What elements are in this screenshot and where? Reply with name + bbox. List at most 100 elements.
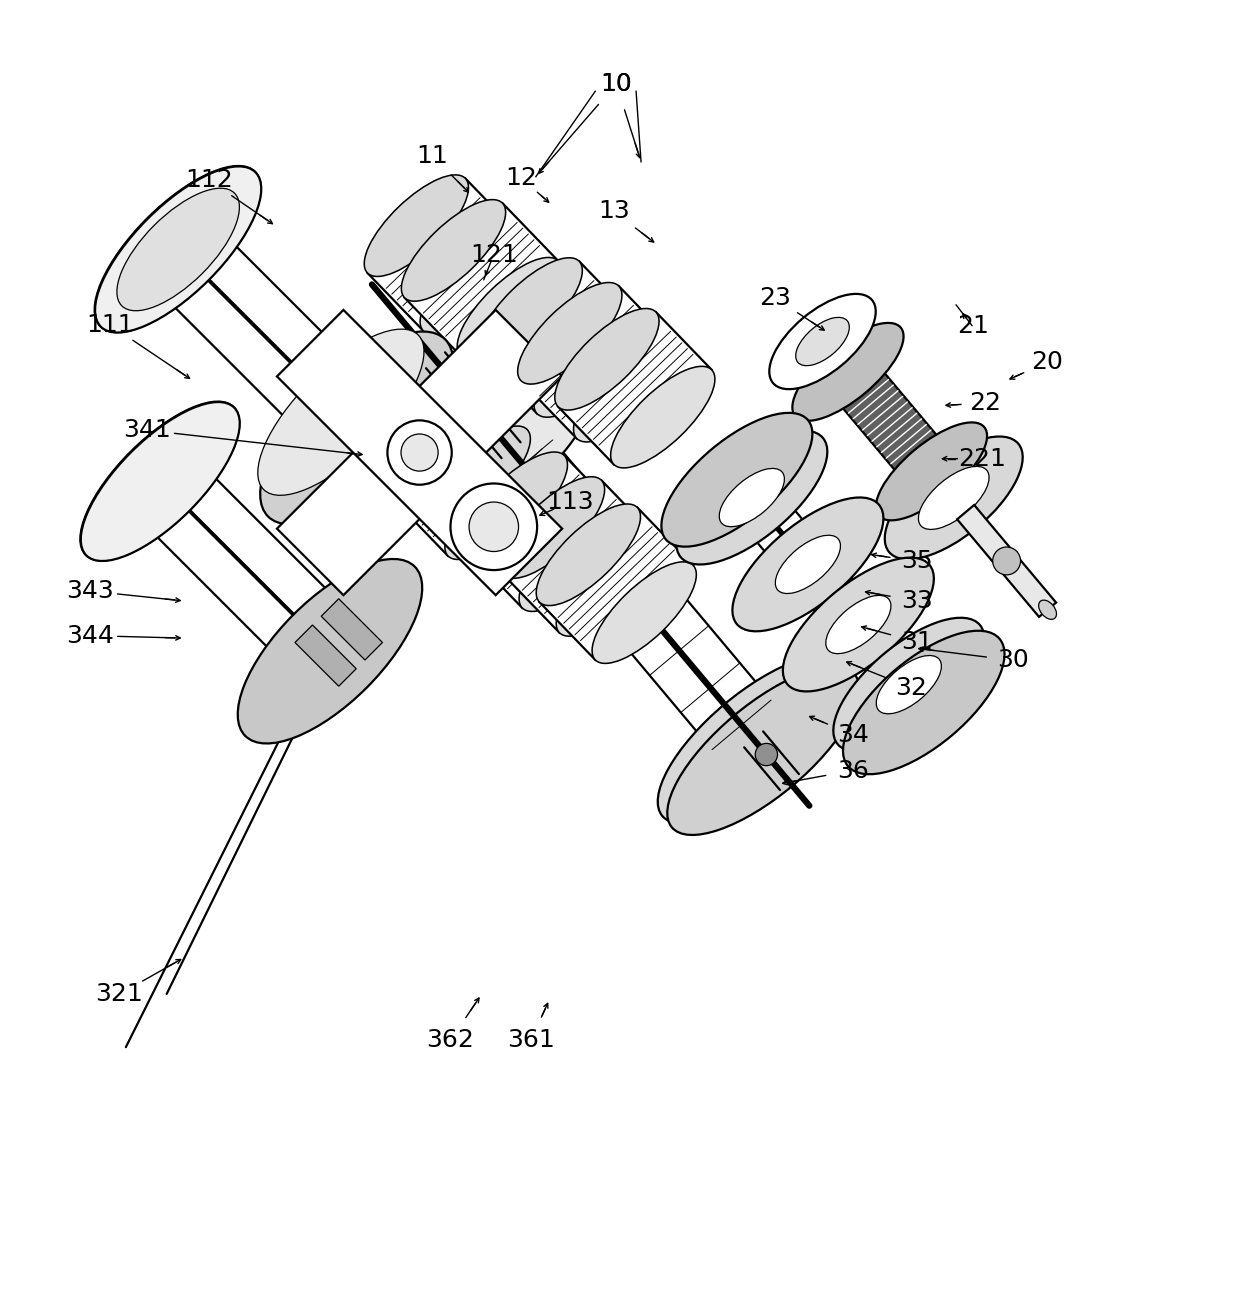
Text: 34: 34 xyxy=(837,722,868,747)
Text: 112: 112 xyxy=(185,168,233,193)
Ellipse shape xyxy=(250,572,410,731)
Ellipse shape xyxy=(733,497,883,631)
Polygon shape xyxy=(718,464,942,718)
Ellipse shape xyxy=(389,399,494,502)
Ellipse shape xyxy=(81,402,239,561)
Polygon shape xyxy=(367,178,521,330)
Ellipse shape xyxy=(1039,600,1056,619)
Ellipse shape xyxy=(260,332,453,524)
Ellipse shape xyxy=(458,258,562,359)
Polygon shape xyxy=(295,624,356,686)
Ellipse shape xyxy=(574,341,678,442)
Polygon shape xyxy=(277,310,562,595)
Ellipse shape xyxy=(387,420,451,485)
Ellipse shape xyxy=(450,484,537,570)
Ellipse shape xyxy=(877,656,941,714)
Polygon shape xyxy=(957,505,1056,617)
Ellipse shape xyxy=(464,451,568,554)
Ellipse shape xyxy=(554,308,658,410)
Polygon shape xyxy=(481,425,784,764)
Polygon shape xyxy=(392,403,546,556)
Polygon shape xyxy=(321,598,382,660)
Text: 20: 20 xyxy=(1030,350,1063,375)
Ellipse shape xyxy=(792,323,904,420)
Ellipse shape xyxy=(591,562,697,664)
Ellipse shape xyxy=(94,167,260,332)
Ellipse shape xyxy=(427,425,531,528)
Polygon shape xyxy=(148,219,388,459)
Text: 21: 21 xyxy=(957,315,988,338)
Ellipse shape xyxy=(875,423,987,520)
Text: 111: 111 xyxy=(87,314,134,337)
Text: 11: 11 xyxy=(417,143,448,168)
Ellipse shape xyxy=(676,431,827,565)
Text: 23: 23 xyxy=(759,286,791,310)
Text: 30: 30 xyxy=(997,648,1029,673)
Ellipse shape xyxy=(274,345,440,511)
Text: 221: 221 xyxy=(959,446,1007,471)
Ellipse shape xyxy=(81,402,239,561)
Ellipse shape xyxy=(420,233,525,334)
Ellipse shape xyxy=(520,510,624,611)
Ellipse shape xyxy=(482,484,587,585)
Ellipse shape xyxy=(557,535,661,636)
Text: 13: 13 xyxy=(598,199,630,224)
Ellipse shape xyxy=(500,476,605,579)
Polygon shape xyxy=(466,455,620,608)
Ellipse shape xyxy=(755,743,777,766)
Ellipse shape xyxy=(479,258,583,359)
Polygon shape xyxy=(521,286,675,438)
Text: 33: 33 xyxy=(901,589,932,613)
Ellipse shape xyxy=(469,502,518,552)
Ellipse shape xyxy=(826,596,892,653)
Text: 121: 121 xyxy=(470,242,517,267)
Text: 113: 113 xyxy=(547,490,594,514)
Ellipse shape xyxy=(661,412,812,546)
Ellipse shape xyxy=(401,435,438,471)
Text: 31: 31 xyxy=(901,630,932,654)
Ellipse shape xyxy=(667,666,859,835)
Polygon shape xyxy=(481,262,635,414)
Ellipse shape xyxy=(258,329,424,496)
Ellipse shape xyxy=(993,546,1021,575)
Text: 12: 12 xyxy=(505,167,537,190)
Ellipse shape xyxy=(775,535,841,593)
Polygon shape xyxy=(827,354,952,489)
Text: 341: 341 xyxy=(124,419,171,442)
Text: 32: 32 xyxy=(895,675,926,700)
Ellipse shape xyxy=(402,199,506,302)
Ellipse shape xyxy=(769,294,875,389)
Ellipse shape xyxy=(657,656,849,824)
Ellipse shape xyxy=(796,317,849,366)
Polygon shape xyxy=(539,507,693,660)
Ellipse shape xyxy=(517,282,622,384)
Text: 344: 344 xyxy=(67,623,114,648)
Text: 10: 10 xyxy=(600,72,632,96)
Ellipse shape xyxy=(782,558,934,691)
Ellipse shape xyxy=(675,670,832,809)
Ellipse shape xyxy=(843,631,1004,774)
Ellipse shape xyxy=(95,167,262,333)
Ellipse shape xyxy=(610,367,715,468)
Ellipse shape xyxy=(238,559,423,743)
Text: 343: 343 xyxy=(67,579,114,604)
Text: 362: 362 xyxy=(427,1028,475,1053)
Ellipse shape xyxy=(536,503,641,605)
Text: 10: 10 xyxy=(600,72,632,96)
Ellipse shape xyxy=(534,316,639,418)
Polygon shape xyxy=(558,312,712,464)
Polygon shape xyxy=(130,451,360,680)
Ellipse shape xyxy=(365,174,469,276)
Text: 35: 35 xyxy=(901,549,932,574)
Ellipse shape xyxy=(433,381,590,519)
Polygon shape xyxy=(277,310,562,595)
Polygon shape xyxy=(404,203,558,355)
Ellipse shape xyxy=(117,189,239,311)
Polygon shape xyxy=(503,480,657,632)
Text: 361: 361 xyxy=(507,1028,554,1053)
Text: 36: 36 xyxy=(837,758,868,782)
Polygon shape xyxy=(429,429,583,582)
Ellipse shape xyxy=(885,437,1023,559)
Ellipse shape xyxy=(833,618,985,752)
Ellipse shape xyxy=(445,458,549,559)
